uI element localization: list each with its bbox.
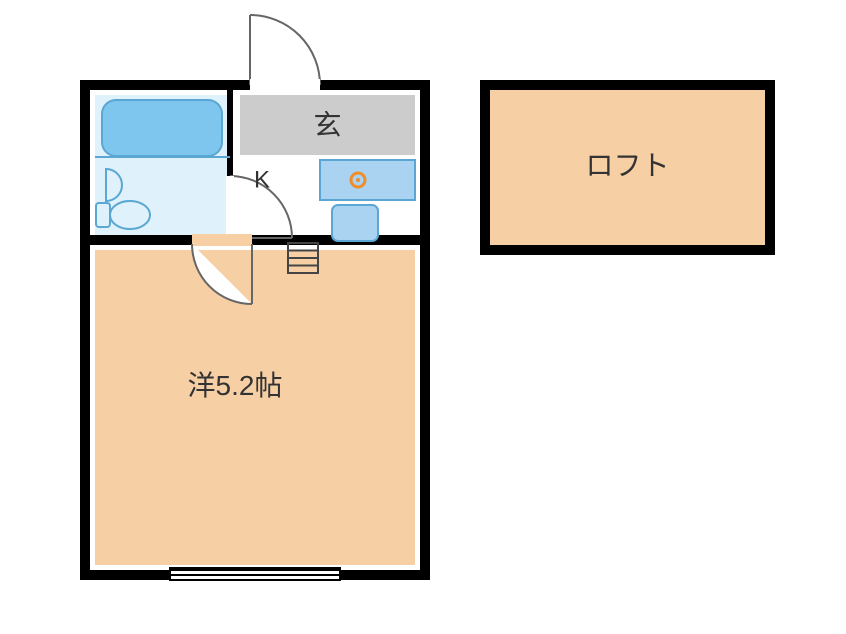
kitchen-label: K — [254, 166, 270, 193]
entry-door-opening — [250, 79, 320, 91]
main-room-fill — [95, 250, 415, 565]
stove-burner-dot — [356, 178, 360, 182]
floorplan-canvas: ロフト 玄 K 洋5.2帖 — [0, 0, 846, 634]
kitchen-sink — [332, 205, 378, 241]
bathtub — [102, 100, 222, 156]
room-door-opening — [192, 234, 252, 246]
toilet-bowl — [110, 201, 150, 229]
main-room-label: 洋5.2帖 — [188, 370, 283, 401]
entrance-label: 玄 — [313, 109, 341, 140]
loft-label: ロフト — [585, 150, 669, 181]
toilet-tank — [96, 203, 110, 227]
bath-door-opening — [226, 176, 234, 238]
kitchen-counter — [320, 160, 415, 200]
